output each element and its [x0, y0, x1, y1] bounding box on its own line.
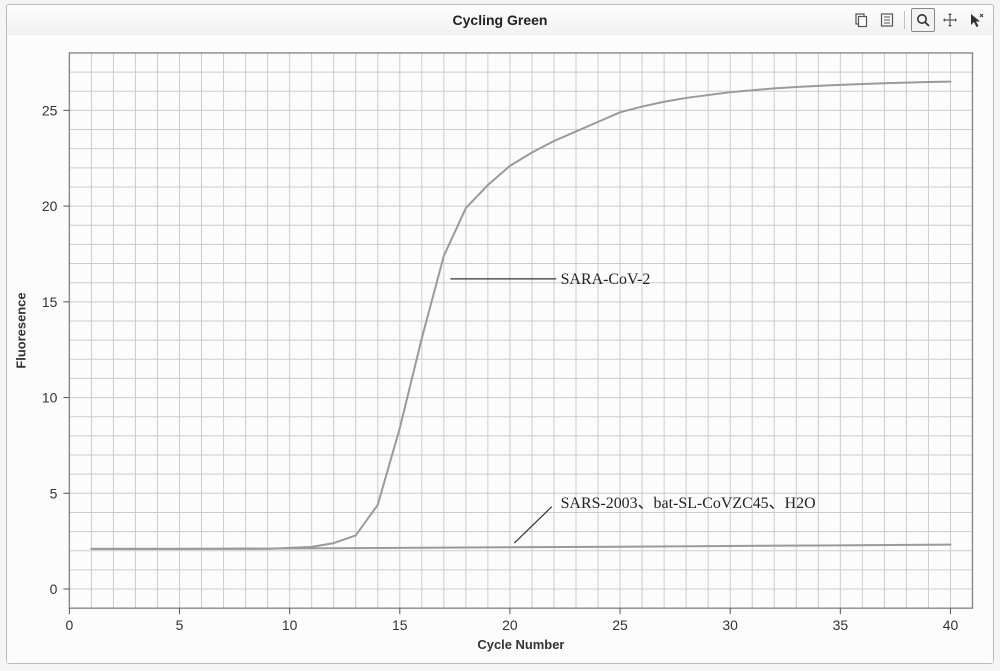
toolbar [850, 8, 987, 32]
x-tick-label: 40 [943, 617, 959, 633]
toolbar-separator [904, 11, 905, 29]
controls-label: SARS-2003、bat-SL-CoVZC45、H2O [561, 495, 816, 512]
sars-cov-2-label: SARA-CoV-2 [561, 271, 651, 288]
export-icon[interactable] [876, 9, 898, 31]
series-sars-cov-2 [91, 82, 950, 549]
y-tick-label: 15 [42, 294, 58, 310]
x-tick-label: 30 [722, 617, 738, 633]
x-tick-label: 20 [502, 617, 518, 633]
copy-icon[interactable] [850, 9, 872, 31]
series-controls [91, 545, 950, 549]
plot-area: 0 5 10 15 20 25 30 35 40 0 5 10 15 20 25 Cycle Number Fl… [7, 35, 993, 663]
y-tick-label: 10 [42, 390, 58, 406]
y-tick-label: 5 [50, 485, 58, 501]
y-axis-label: Fluoresence [14, 292, 29, 368]
x-tick-label: 0 [65, 617, 73, 633]
pan-icon[interactable] [939, 9, 961, 31]
plot-border [69, 53, 972, 608]
chart-panel: Cycling Green [6, 4, 994, 664]
zoom-icon[interactable] [911, 8, 935, 32]
y-tick-label: 0 [50, 581, 58, 597]
amplification-chart: 0 5 10 15 20 25 30 35 40 0 5 10 15 20 25 Cycle Number Fl… [7, 35, 993, 663]
x-tick-label: 25 [612, 617, 628, 633]
y-tick-label: 20 [42, 198, 58, 214]
panel-title: Cycling Green [7, 5, 993, 35]
x-tick-label: 5 [176, 617, 184, 633]
x-tick-label: 35 [833, 617, 849, 633]
cursor-icon[interactable] [965, 9, 987, 31]
x-axis-label: Cycle Number [477, 637, 564, 652]
x-tick-label: 10 [282, 617, 298, 633]
x-tick-label: 15 [392, 617, 408, 633]
y-tick-label: 25 [42, 102, 58, 118]
titlebar: Cycling Green [7, 5, 993, 36]
